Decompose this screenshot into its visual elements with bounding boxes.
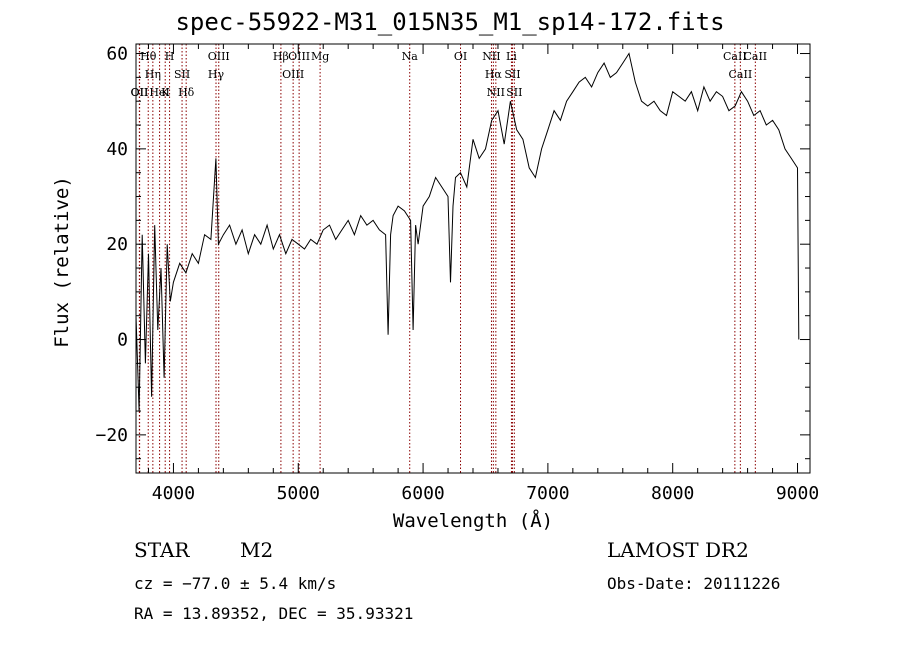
line-marker-label-11: Hβ: [273, 50, 289, 63]
line-marker-label-16: OI: [454, 50, 467, 63]
line-marker-label-0: Hθ: [140, 50, 157, 63]
line-marker-label-9: OIII: [208, 50, 230, 63]
line-marker-label-13: OIII: [288, 50, 310, 63]
x-tick-label-5000: 5000: [277, 483, 320, 504]
spectrum-line: [135, 52, 800, 412]
object-subclass: M2: [240, 538, 274, 562]
chart-title: spec-55922-M31_015N35_M1_sp14-172.fits: [175, 8, 725, 36]
line-marker-label-3: OII: [131, 86, 149, 99]
line-marker-label-1: Hη: [145, 68, 161, 81]
observation-date: Obs-Date: 20111226: [607, 574, 781, 593]
ra-dec-coordinates: RA = 13.89352, DEC = 35.93321: [134, 604, 414, 623]
line-marker-label-20: Li: [506, 50, 517, 63]
y-tick-label-40: 40: [106, 139, 128, 160]
line-marker-label-2: OII: [131, 86, 149, 99]
line-marker-label-4: HeI: [149, 86, 169, 99]
line-marker-label-19: NII: [487, 86, 505, 99]
line-marker-label-7: SII: [174, 68, 190, 81]
x-tick-label-7000: 7000: [526, 483, 569, 504]
x-axis-label: Wavelength (Å): [392, 510, 554, 532]
y-tick-label-0: 0: [117, 330, 128, 351]
survey-name: LAMOST DR2: [607, 538, 749, 562]
x-tick-label-9000: 9000: [776, 483, 819, 504]
line-marker-label-21: SII: [504, 68, 520, 81]
line-marker-label-8: Hδ: [178, 86, 195, 99]
y-tick-label-20: 20: [106, 234, 128, 255]
line-marker-label-23: CaII: [723, 50, 747, 63]
x-tick-label-4000: 4000: [152, 483, 195, 504]
line-marker-label-22: SII: [506, 86, 522, 99]
line-marker-label-17: NII: [482, 50, 500, 63]
line-marker-label-15: Na: [402, 50, 419, 63]
object-class: STAR: [134, 538, 190, 562]
x-tick-label-6000: 6000: [401, 483, 444, 504]
plot-frame: [135, 43, 811, 474]
line-marker-label-10: Hγ: [208, 68, 225, 81]
line-marker-label-18: Hα: [485, 68, 503, 81]
y-tick-label-60: 60: [106, 44, 128, 65]
line-marker-label-24: CaII: [729, 68, 753, 81]
y-axis-label: Flux (relative): [51, 176, 73, 348]
line-marker-label-25: CaII: [743, 50, 767, 63]
y-tick-label--20: −20: [95, 425, 128, 446]
line-marker-label-6: H: [165, 50, 175, 63]
line-marker-label-14: Mg: [311, 50, 329, 63]
x-tick-label-8000: 8000: [651, 483, 694, 504]
line-marker-label-5: K: [161, 86, 170, 99]
line-marker-label-12: OIII: [282, 68, 304, 81]
redshift-cz: cz = −77.0 ± 5.4 km/s: [134, 574, 337, 593]
